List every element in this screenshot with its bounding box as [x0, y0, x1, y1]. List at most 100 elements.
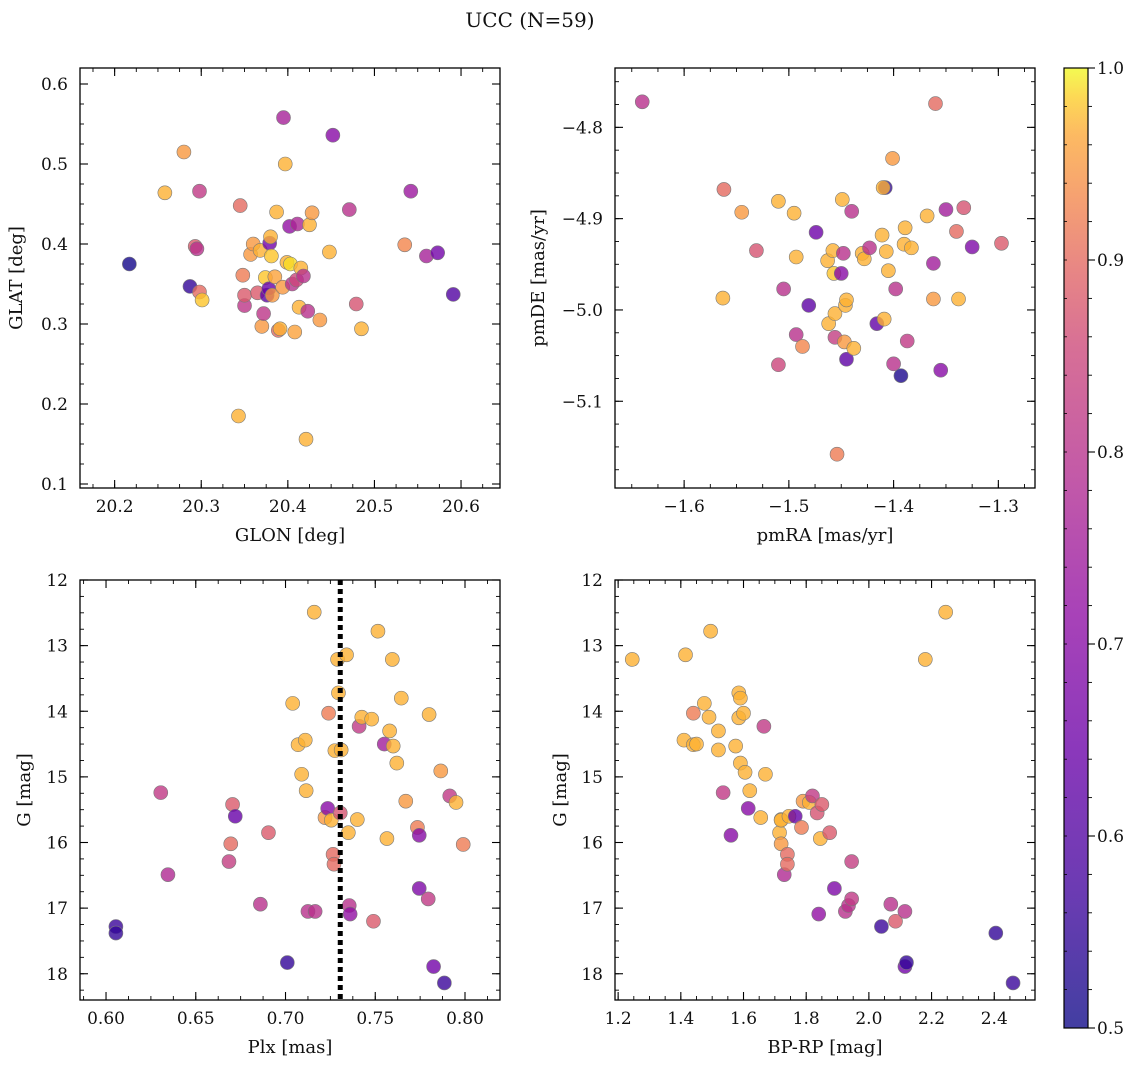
scatter-point — [794, 820, 809, 835]
scatter-point — [844, 854, 859, 869]
y-axis-label: G [mag] — [550, 753, 571, 826]
scatter-point — [437, 975, 452, 991]
scatter-point — [256, 306, 271, 321]
scatter-point — [325, 127, 341, 143]
scatter-point — [788, 327, 804, 342]
colorbar-ticks: 0.5 0.6 0.7 0.8 0.9 1.0 — [1064, 59, 1124, 1039]
scatter-point — [231, 408, 246, 424]
scatter-point — [876, 311, 892, 327]
y-tick-label: 16 — [46, 834, 68, 854]
y-tick-label: 17 — [581, 899, 603, 919]
scatter-point — [933, 362, 949, 378]
scatter-point — [926, 291, 941, 307]
x-tick-label: 2.4 — [981, 1009, 1008, 1029]
scatter-point — [949, 224, 964, 239]
panel-bottom-right: 1.2 1.4 1.6 1.8 2.0 2.2 2.4 12 13 14 15 16 17 18 BP-RP… — [550, 571, 1036, 1058]
scatter-point — [294, 766, 309, 782]
colorbar-tick-label: 0.8 — [1097, 443, 1124, 463]
scatter-point — [822, 825, 838, 840]
x-tick-label: 0.75 — [356, 1009, 394, 1029]
scatter-point — [122, 256, 137, 272]
scatter-point — [883, 896, 899, 912]
y-tick-label: 0.6 — [41, 75, 68, 95]
scatter-point — [742, 783, 758, 798]
scatter-point — [874, 227, 890, 243]
scatter-point — [1005, 975, 1021, 991]
x-tick-label: 20.5 — [356, 497, 394, 517]
scatter-point — [448, 795, 464, 810]
scatter-point — [862, 240, 877, 256]
x-tick-label: 0.70 — [267, 1009, 305, 1029]
scatter-point — [297, 732, 313, 748]
scatter-point — [287, 324, 303, 340]
colorbar-tick-label: 1.0 — [1097, 59, 1124, 79]
scatter-point — [321, 705, 336, 721]
scatter-point — [253, 896, 268, 912]
scatter-point — [758, 766, 773, 782]
scatter-point — [370, 623, 386, 639]
x-tick-label: 20.3 — [182, 497, 220, 517]
x-tick-label: 2.2 — [918, 1009, 945, 1029]
scatter-point — [341, 825, 356, 840]
x-axis-label: BP-RP [mag] — [767, 1037, 882, 1058]
y-tick-label: −5.0 — [562, 301, 603, 321]
scatter-point — [382, 723, 397, 739]
scatter-point — [888, 281, 903, 297]
x-axis-label: GLON [deg] — [235, 525, 345, 546]
scatter-point — [624, 652, 640, 667]
scatter-point — [455, 837, 471, 852]
scatter-point — [397, 237, 413, 253]
scatter-point — [734, 204, 750, 220]
scatter-point — [678, 647, 693, 663]
x-tick-label: 2.0 — [855, 1009, 882, 1029]
scatter-point — [703, 623, 718, 639]
y-tick-label: 14 — [581, 702, 603, 722]
scatter-point — [964, 239, 980, 255]
scatter-point — [393, 690, 409, 706]
scatter-point — [788, 249, 804, 265]
scatter-point — [938, 202, 954, 217]
x-tick-label: −1.6 — [663, 497, 704, 517]
scatter-point — [411, 827, 427, 843]
x-axis-label: pmRA [mas/yr] — [757, 525, 894, 546]
scatter-point — [836, 246, 851, 261]
x-tick-label: 1.6 — [730, 1009, 757, 1029]
y-tick-label: −5.1 — [562, 392, 603, 412]
y-tick-label: 12 — [46, 571, 68, 591]
scatter-point — [811, 906, 827, 922]
scatter-point — [756, 719, 772, 734]
scatter-point — [814, 797, 830, 812]
scatter-point — [897, 220, 913, 236]
scatter-point — [302, 217, 317, 233]
scatter-point — [277, 156, 293, 172]
y-tick-label: 12 — [581, 571, 603, 591]
scatter-point — [827, 306, 843, 321]
y-tick-label: 15 — [46, 768, 68, 788]
scatter-point — [189, 241, 205, 257]
scatter-point — [938, 604, 953, 620]
scatter-point — [795, 339, 810, 354]
axes-frame — [614, 67, 1036, 489]
scatter-point — [108, 925, 124, 941]
scatter-point — [300, 303, 316, 319]
scatter-point — [689, 736, 704, 752]
y-tick-label: 0.1 — [41, 475, 68, 495]
scatter-point — [728, 738, 743, 754]
scatter-point — [897, 904, 913, 919]
scatter-point — [846, 341, 862, 356]
scatter-point — [364, 711, 379, 727]
scatter-point — [350, 812, 365, 827]
scatter-point — [776, 281, 791, 297]
scatter-panels: 20.2 20.3 20.4 20.5 20.6 0.1 0.2 0.3 0.4 0.5 0.6 GL… — [6, 67, 1036, 1058]
colorbar-tick-label: 0.5 — [1097, 1019, 1124, 1039]
scatter-point — [285, 696, 300, 711]
scatter-point — [366, 913, 381, 929]
y-tick-label: −4.8 — [562, 118, 603, 138]
scatter-point — [176, 144, 192, 160]
scatter-point — [312, 312, 328, 328]
scatter-point — [893, 368, 909, 383]
scatter-point — [348, 296, 364, 312]
y-tick-label: 14 — [46, 702, 68, 722]
scatter-point — [771, 194, 786, 209]
x-tick-label: 1.4 — [667, 1009, 694, 1029]
